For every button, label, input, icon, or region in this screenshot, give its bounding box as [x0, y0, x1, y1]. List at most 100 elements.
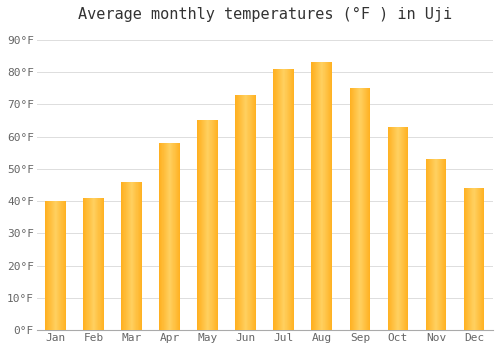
- Bar: [174, 143, 175, 330]
- Bar: [252, 94, 253, 330]
- Bar: [438, 159, 439, 330]
- Bar: [290, 69, 291, 330]
- Bar: [60, 201, 61, 330]
- Bar: [326, 62, 327, 330]
- Bar: [245, 94, 246, 330]
- Bar: [236, 94, 237, 330]
- Bar: [64, 201, 65, 330]
- Bar: [163, 143, 164, 330]
- Bar: [135, 182, 136, 330]
- Bar: [317, 62, 318, 330]
- Bar: [97, 198, 98, 330]
- Bar: [95, 198, 96, 330]
- Bar: [211, 120, 212, 330]
- Bar: [167, 143, 168, 330]
- Bar: [439, 159, 440, 330]
- Bar: [208, 120, 209, 330]
- Bar: [278, 69, 279, 330]
- Bar: [249, 94, 250, 330]
- Bar: [89, 198, 90, 330]
- Bar: [369, 88, 370, 330]
- Bar: [242, 94, 244, 330]
- Bar: [51, 201, 52, 330]
- Bar: [201, 120, 202, 330]
- Bar: [59, 201, 60, 330]
- Bar: [133, 182, 134, 330]
- Bar: [63, 201, 64, 330]
- Title: Average monthly temperatures (°F ) in Uji: Average monthly temperatures (°F ) in Uj…: [78, 7, 452, 22]
- Bar: [166, 143, 167, 330]
- Bar: [138, 182, 139, 330]
- Bar: [321, 62, 322, 330]
- Bar: [178, 143, 179, 330]
- Bar: [406, 127, 407, 330]
- Bar: [403, 127, 404, 330]
- Bar: [443, 159, 444, 330]
- Bar: [392, 127, 393, 330]
- Bar: [389, 127, 390, 330]
- Bar: [396, 127, 397, 330]
- Bar: [52, 201, 53, 330]
- Bar: [436, 159, 437, 330]
- Bar: [279, 69, 280, 330]
- Bar: [433, 159, 434, 330]
- Bar: [276, 69, 277, 330]
- Bar: [325, 62, 326, 330]
- Bar: [480, 188, 481, 330]
- Bar: [198, 120, 199, 330]
- Bar: [478, 188, 480, 330]
- Bar: [351, 88, 352, 330]
- Bar: [212, 120, 213, 330]
- Bar: [426, 159, 427, 330]
- Bar: [474, 188, 475, 330]
- Bar: [65, 201, 66, 330]
- Bar: [239, 94, 240, 330]
- Bar: [100, 198, 101, 330]
- Bar: [62, 201, 63, 330]
- Bar: [469, 188, 470, 330]
- Bar: [162, 143, 163, 330]
- Bar: [205, 120, 206, 330]
- Bar: [54, 201, 55, 330]
- Bar: [125, 182, 126, 330]
- Bar: [91, 198, 92, 330]
- Bar: [86, 198, 87, 330]
- Bar: [331, 62, 332, 330]
- Bar: [441, 159, 442, 330]
- Bar: [318, 62, 319, 330]
- Bar: [246, 94, 247, 330]
- Bar: [255, 94, 256, 330]
- Bar: [391, 127, 392, 330]
- Bar: [393, 127, 394, 330]
- Bar: [328, 62, 330, 330]
- Bar: [254, 94, 255, 330]
- Bar: [274, 69, 275, 330]
- Bar: [124, 182, 125, 330]
- Bar: [467, 188, 468, 330]
- Bar: [177, 143, 178, 330]
- Bar: [330, 62, 331, 330]
- Bar: [466, 188, 467, 330]
- Bar: [244, 94, 245, 330]
- Bar: [316, 62, 317, 330]
- Bar: [472, 188, 473, 330]
- Bar: [168, 143, 169, 330]
- Bar: [172, 143, 173, 330]
- Bar: [327, 62, 328, 330]
- Bar: [358, 88, 359, 330]
- Bar: [123, 182, 124, 330]
- Bar: [366, 88, 367, 330]
- Bar: [388, 127, 389, 330]
- Bar: [367, 88, 368, 330]
- Bar: [397, 127, 398, 330]
- Bar: [360, 88, 361, 330]
- Bar: [476, 188, 477, 330]
- Bar: [98, 198, 99, 330]
- Bar: [48, 201, 49, 330]
- Bar: [405, 127, 406, 330]
- Bar: [136, 182, 137, 330]
- Bar: [216, 120, 218, 330]
- Bar: [102, 198, 103, 330]
- Bar: [58, 201, 59, 330]
- Bar: [434, 159, 435, 330]
